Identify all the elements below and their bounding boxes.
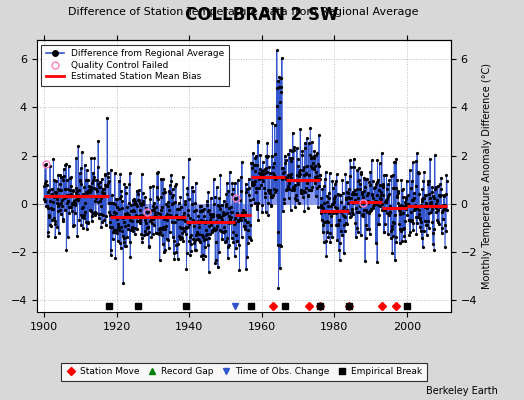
Y-axis label: Monthly Temperature Anomaly Difference (°C): Monthly Temperature Anomaly Difference (…	[483, 63, 493, 289]
Text: COLLBRAN 2 SW: COLLBRAN 2 SW	[185, 6, 339, 24]
Legend: Station Move, Record Gap, Time of Obs. Change, Empirical Break: Station Move, Record Gap, Time of Obs. C…	[61, 363, 427, 381]
Text: Berkeley Earth: Berkeley Earth	[426, 386, 498, 396]
Title: Difference of Station Temperature Data from Regional Average: Difference of Station Temperature Data f…	[69, 7, 419, 17]
